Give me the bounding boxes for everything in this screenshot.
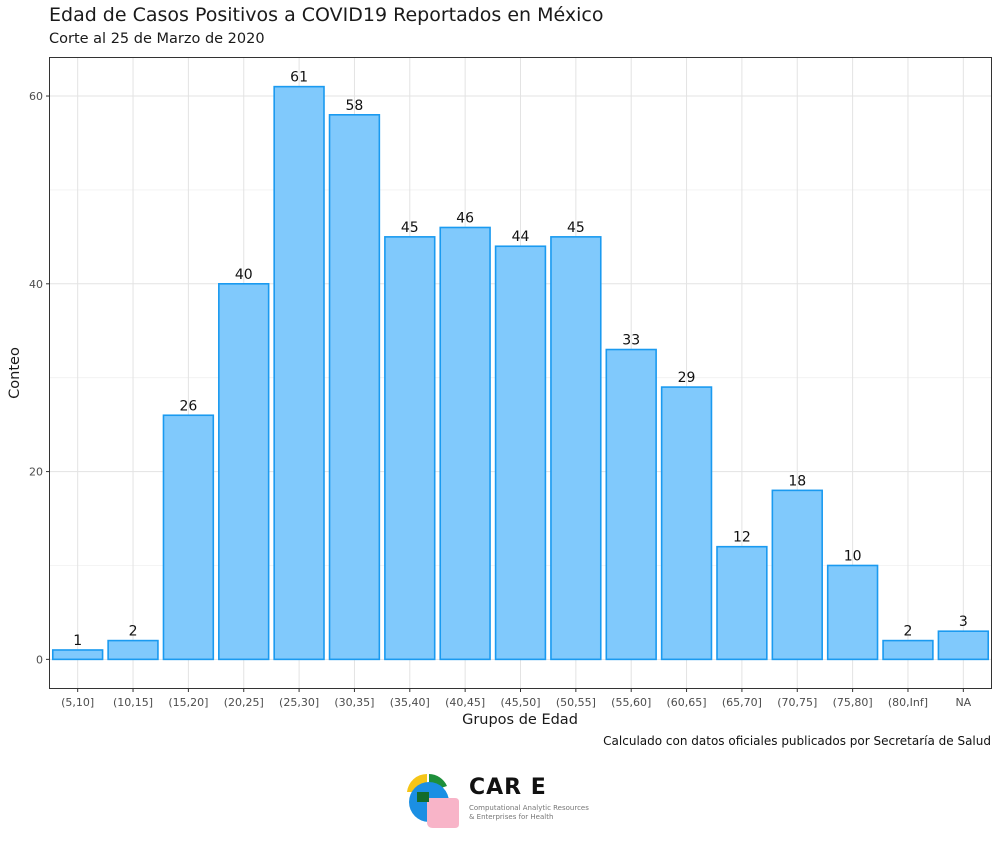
- x-tick-label: (5,10]: [61, 696, 94, 709]
- y-tick-label: 0: [36, 653, 43, 666]
- bar-(70,75]: [771, 489, 823, 661]
- y-tick-label: 60: [29, 90, 43, 103]
- bar-(60,65]: [660, 386, 713, 661]
- data-label: 40: [235, 267, 253, 283]
- bar-(40,45]: [439, 226, 491, 661]
- bar-(55,60]: [605, 348, 657, 661]
- x-tick-label: (70,75]: [777, 696, 817, 709]
- data-label: 26: [179, 398, 197, 414]
- x-tick-label: (75,80]: [833, 696, 873, 709]
- y-axis: 0 20 40 60: [29, 90, 50, 666]
- x-axis-label: Grupos de Edad: [462, 712, 578, 728]
- data-label: 2: [129, 624, 138, 640]
- bar-(30,35]: [328, 114, 381, 661]
- bar-(50,55]: [550, 236, 602, 661]
- data-label: 45: [401, 220, 419, 236]
- care-logo-icon: [407, 773, 459, 828]
- bar-(10,15]: [107, 639, 159, 661]
- x-tick-label: NA: [955, 696, 971, 709]
- logo-tagline-1: Computational Analytic Resources: [469, 804, 589, 812]
- bar-NA: [937, 630, 990, 661]
- logo-wordmark: CAR E: [469, 775, 547, 800]
- x-tick-label: (65,70]: [722, 696, 762, 709]
- chart-subtitle: Corte al 25 de Marzo de 2020: [49, 31, 265, 47]
- bar-(25,30]: [273, 85, 325, 661]
- data-label: 61: [290, 70, 308, 86]
- data-label: 44: [512, 229, 530, 245]
- bar-(80,Inf]: [882, 639, 934, 661]
- x-tick-label: (55,60]: [611, 696, 651, 709]
- x-tick-label: (60,65]: [667, 696, 707, 709]
- bar-(75,80]: [826, 564, 879, 661]
- bar-(20,25]: [218, 283, 270, 661]
- y-tick-label: 40: [29, 278, 43, 291]
- x-tick-label: (40,45]: [445, 696, 485, 709]
- x-tick-label: (50,55]: [556, 696, 596, 709]
- x-axis: (5,10] (10,15] (15,20] (20,25] (25,30] (30,35…: [61, 688, 972, 709]
- chart-title: Edad de Casos Positivos a COVID19 Report…: [49, 4, 604, 26]
- x-tick-label: (45,50]: [500, 696, 540, 709]
- bar-(5,10]: [51, 649, 104, 661]
- data-label: 3: [959, 614, 968, 630]
- logo-tagline-2: & Enterprises for Health: [469, 813, 554, 821]
- data-label: 12: [733, 530, 751, 546]
- bars: [51, 85, 990, 661]
- x-tick-label: (10,15]: [113, 696, 153, 709]
- data-label: 10: [844, 548, 862, 564]
- x-tick-label: (15,20]: [168, 696, 208, 709]
- data-label: 29: [678, 370, 696, 386]
- bar-(65,70]: [716, 545, 768, 661]
- data-label: 58: [346, 98, 364, 114]
- data-label: 33: [622, 333, 640, 349]
- x-tick-label: (30,35]: [334, 696, 374, 709]
- y-tick-label: 20: [29, 466, 43, 479]
- x-tick-label: (80,Inf]: [888, 696, 928, 709]
- x-tick-label: (25,30]: [279, 696, 319, 709]
- data-label: 45: [567, 220, 585, 236]
- care-logo: CAR E Computational Analytic Resources &…: [403, 770, 613, 830]
- x-tick-label: (20,25]: [224, 696, 264, 709]
- data-label: 1: [73, 633, 82, 649]
- bar-(45,50]: [494, 245, 547, 661]
- bar-(15,20]: [162, 414, 215, 661]
- bar-(35,40]: [384, 236, 436, 661]
- data-label: 46: [456, 210, 474, 226]
- x-tick-label: (35,40]: [390, 696, 430, 709]
- y-axis-label: Conteo: [7, 347, 23, 399]
- source-caption: Calculado con datos oficiales publicados…: [603, 734, 991, 748]
- data-label: 18: [788, 473, 806, 489]
- data-label: 2: [904, 624, 913, 640]
